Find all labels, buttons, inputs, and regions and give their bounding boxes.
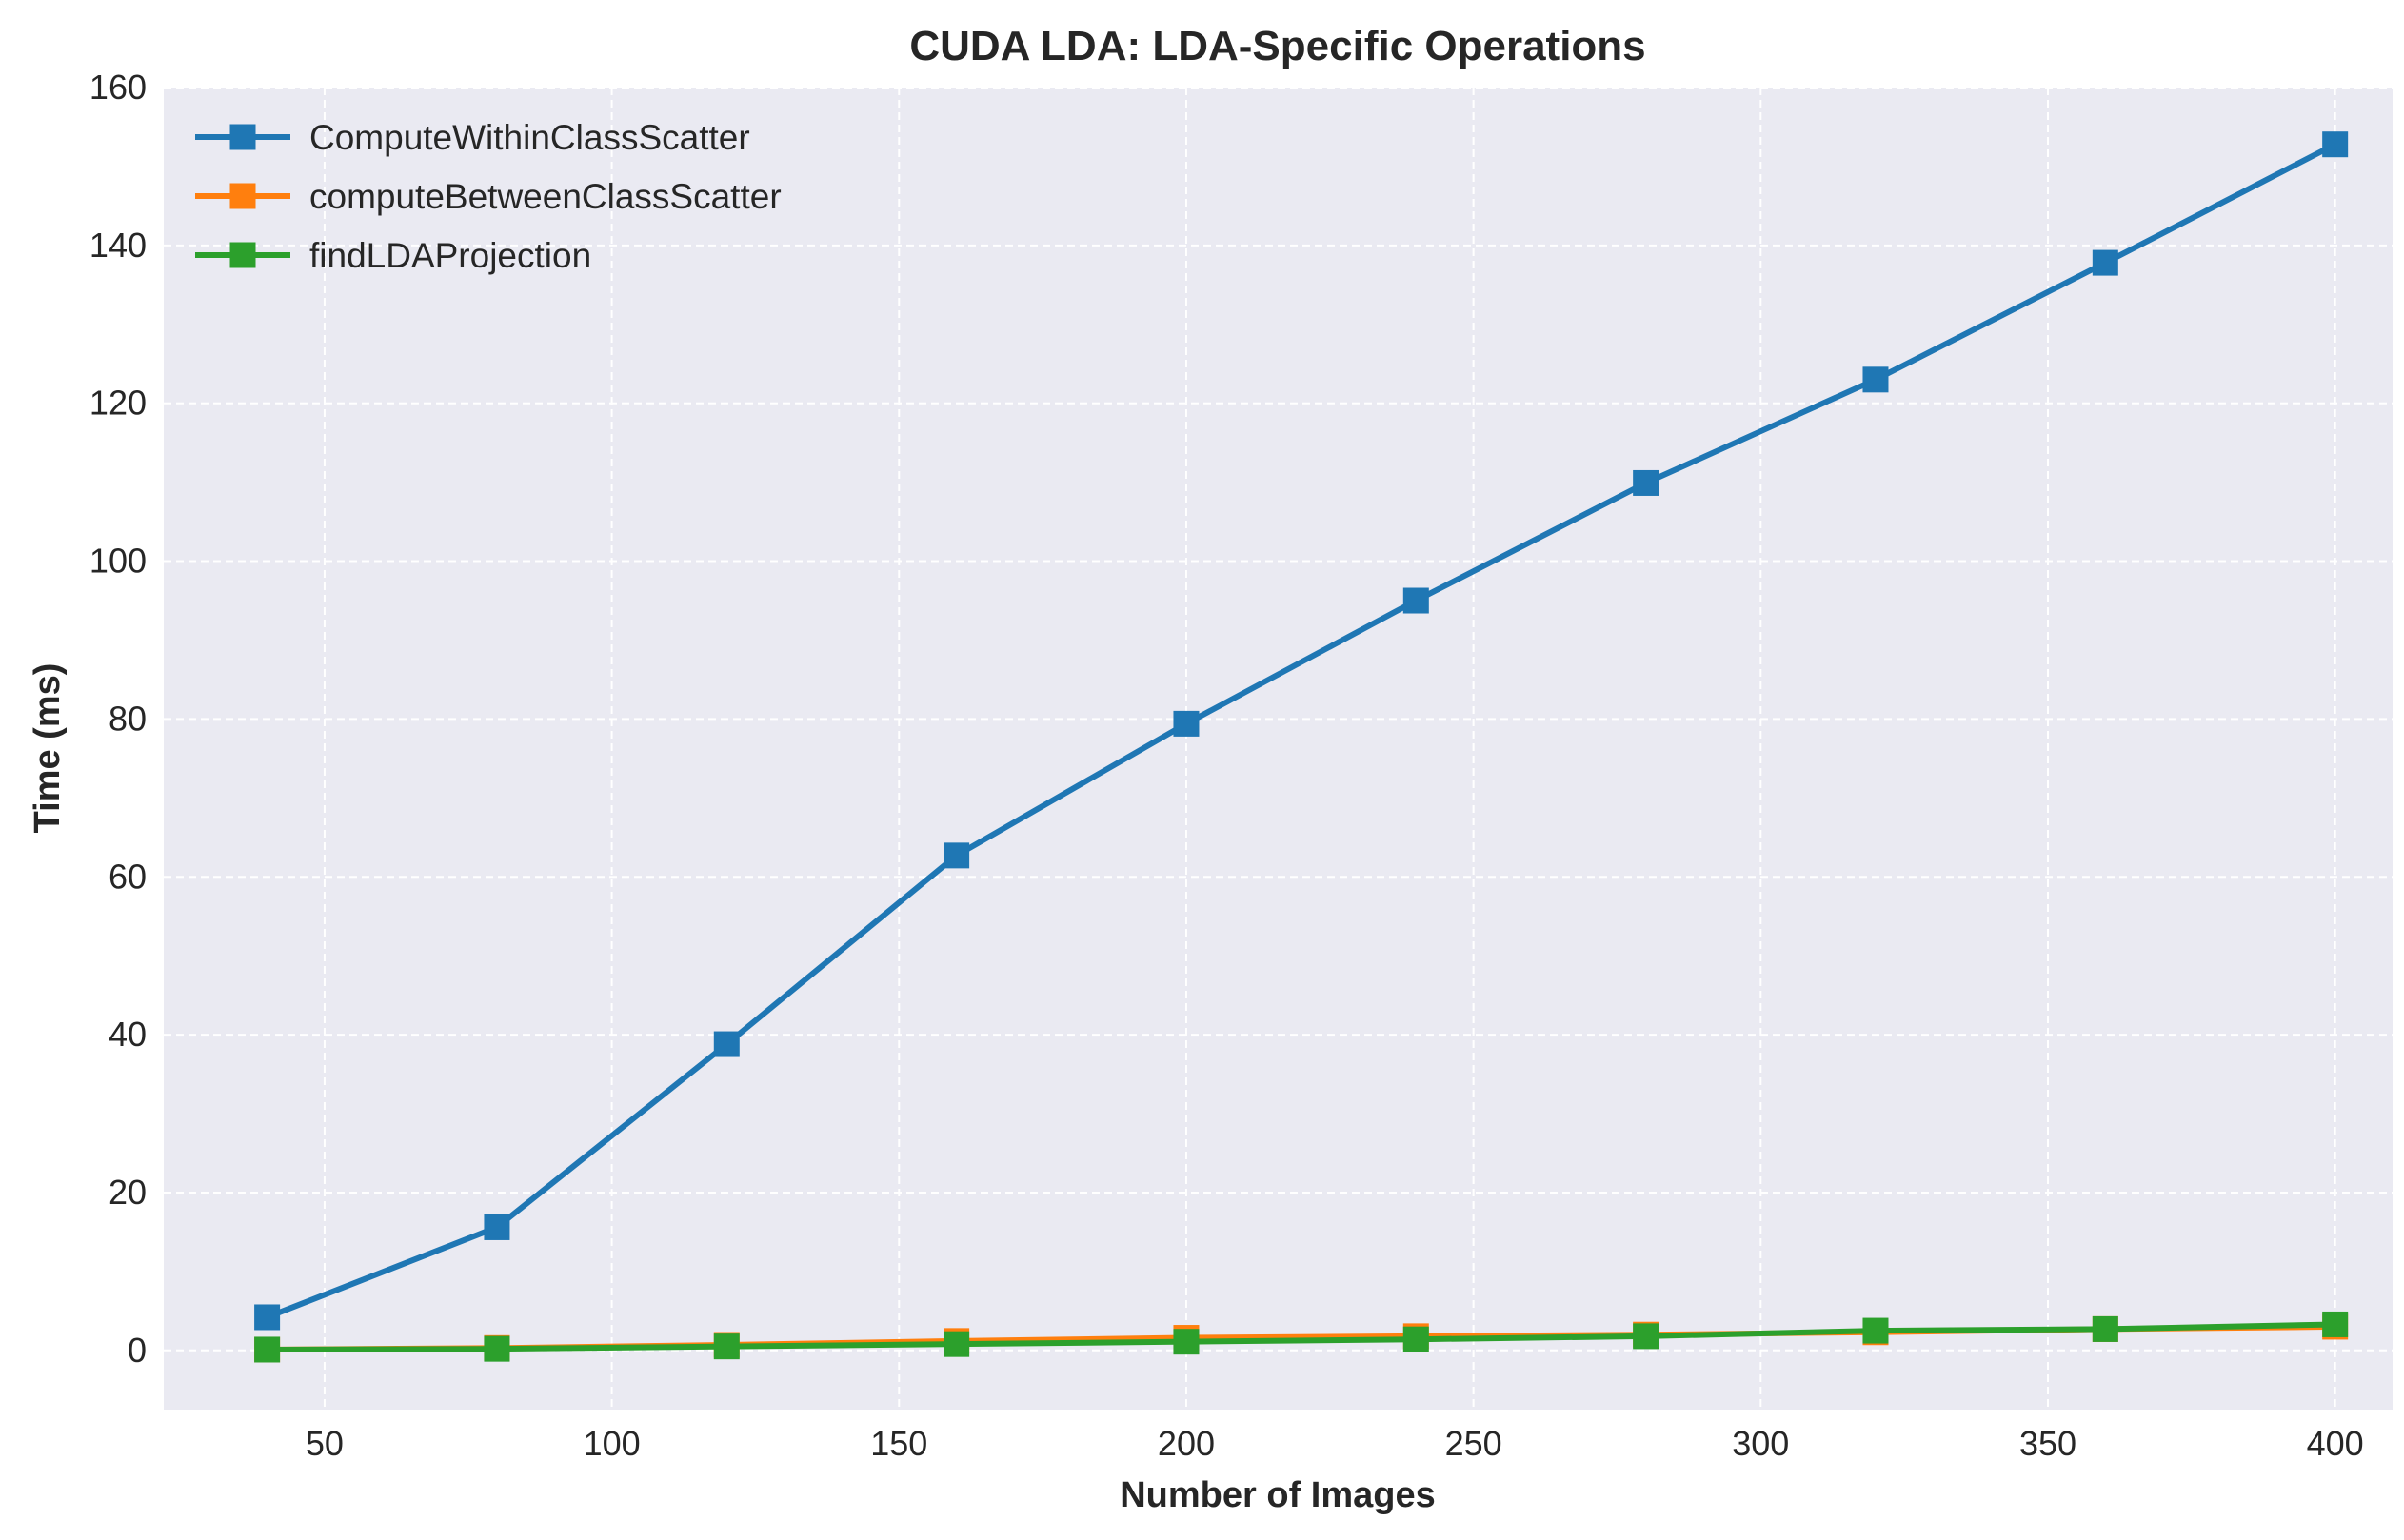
data-point (1633, 1323, 1659, 1350)
legend-label: computeBetweenClassScatter (309, 177, 782, 216)
legend-marker (229, 124, 256, 150)
x-tick-label: 250 (1445, 1424, 1502, 1463)
data-point (944, 842, 970, 869)
data-point (1862, 1317, 1889, 1344)
x-tick-label: 50 (306, 1424, 344, 1463)
data-point (1633, 469, 1659, 496)
x-tick-label: 200 (1158, 1424, 1215, 1463)
legend-marker (229, 183, 256, 209)
data-point (2092, 1315, 2118, 1342)
y-tick-label: 40 (109, 1015, 147, 1054)
x-tick-label: 150 (870, 1424, 927, 1463)
data-point (484, 1335, 510, 1362)
data-point (1173, 710, 1200, 737)
grid-lines (164, 87, 2393, 1410)
legend-item: findLDAProjection (195, 236, 591, 275)
x-axis-label: Number of Images (1120, 1475, 1436, 1515)
data-point (1402, 587, 1429, 614)
x-axis-ticks: 50 100 150 200 250 300 350 400 (306, 1424, 2364, 1463)
data-point (713, 1031, 740, 1057)
data-point (254, 1304, 281, 1331)
y-tick-label: 140 (89, 226, 147, 265)
x-tick-label: 400 (2307, 1424, 2364, 1463)
y-tick-label: 20 (109, 1173, 147, 1212)
series-line (267, 1321, 2335, 1352)
y-tick-label: 160 (89, 68, 147, 107)
data-point (2322, 131, 2349, 158)
x-tick-label: 100 (584, 1424, 641, 1463)
data-point (254, 1336, 281, 1363)
y-tick-label: 120 (89, 384, 147, 423)
series-layer (254, 131, 2349, 1363)
data-point (2092, 249, 2118, 276)
data-point (944, 1331, 970, 1357)
series-2 (254, 1311, 2349, 1363)
data-point (2322, 1311, 2349, 1337)
x-tick-label: 350 (2019, 1424, 2076, 1463)
series-line (266, 142, 2337, 1320)
legend-item: computeBetweenClassScatter (195, 177, 782, 216)
data-point (1402, 1326, 1429, 1352)
y-tick-label: 60 (109, 857, 147, 896)
x-tick-label: 300 (1732, 1424, 1789, 1463)
legend: ComputeWithinClassScatter computeBetweenC… (195, 118, 782, 275)
y-axis-label: Time (ms) (28, 663, 68, 834)
y-tick-label: 100 (89, 542, 147, 581)
y-tick-label: 80 (109, 699, 147, 738)
y-tick-label: 0 (128, 1331, 147, 1370)
data-point (713, 1333, 740, 1360)
data-point (1173, 1329, 1200, 1355)
y-axis-ticks: 0 20 40 60 80 100 120 140 160 (89, 68, 147, 1370)
legend-marker (229, 242, 256, 268)
data-point (1862, 366, 1889, 393)
legend-label: findLDAProjection (309, 236, 591, 275)
chart-title: CUDA LDA: LDA-Specific Operations (909, 23, 1645, 69)
legend-item: ComputeWithinClassScatter (195, 118, 750, 157)
legend-label: ComputeWithinClassScatter (309, 118, 750, 157)
series-0 (254, 131, 2349, 1331)
data-point (484, 1214, 510, 1240)
